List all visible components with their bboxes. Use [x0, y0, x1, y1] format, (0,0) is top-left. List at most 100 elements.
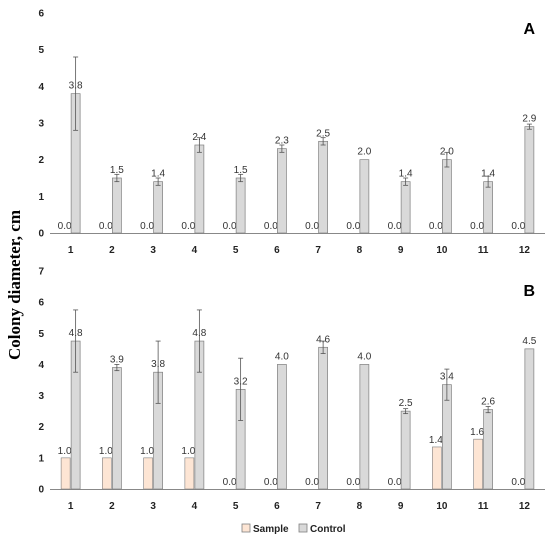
control-data-label: 1.5: [110, 165, 124, 176]
x-tick-label: 7: [315, 501, 321, 512]
y-tick-label: 0: [38, 485, 44, 496]
y-tick-label: 3: [38, 391, 44, 402]
control-bar: [400, 181, 411, 234]
control-data-label: 2.9: [522, 114, 536, 125]
control-bar: [483, 181, 493, 234]
sample-data-label: 1.6: [470, 427, 484, 438]
y-tick-label: 7: [38, 267, 44, 278]
control-data-label: 2.6: [481, 397, 495, 408]
control-bar: [277, 364, 287, 490]
y-tick-label: 2: [38, 155, 44, 166]
control-data-label: 1.4: [151, 169, 165, 180]
y-tick-label: 1: [38, 192, 44, 203]
sample-data-label: 0.0: [223, 221, 237, 232]
sample-data-label: 0.0: [305, 221, 319, 232]
control-data-label: 3.4: [440, 372, 454, 383]
control-data-label: 1.5: [234, 165, 248, 176]
x-tick-label: 11: [478, 501, 489, 512]
control-data-label: 2.3: [275, 136, 289, 147]
chart-panel-a: 0123456A10.03.820.01.530.01.440.02.450.0…: [38, 9, 545, 256]
x-tick-label: 10: [436, 501, 448, 512]
control-data-label: 4.5: [522, 336, 536, 347]
sample-data-label: 0.0: [58, 221, 72, 232]
control-data-label: 4.8: [192, 328, 206, 339]
x-tick-label: 2: [109, 245, 115, 256]
y-tick-label: 5: [38, 45, 44, 56]
control-data-label: 2.0: [357, 147, 371, 158]
sample-bar: [432, 446, 442, 490]
control-data-label: 2.0: [440, 147, 454, 158]
x-tick-label: 9: [398, 245, 404, 256]
control-bar: [112, 177, 122, 234]
control-bar: [318, 346, 328, 490]
sample-data-label: 0.0: [99, 221, 113, 232]
x-tick-label: 6: [274, 501, 280, 512]
x-tick-label: 4: [192, 245, 198, 256]
control-data-label: 4.0: [275, 351, 289, 362]
x-tick-label: 3: [150, 245, 156, 256]
sample-data-label: 0.0: [346, 477, 360, 488]
sample-bar: [60, 457, 71, 490]
legend-sample-swatch: [241, 523, 251, 533]
sample-data-label: 0.0: [429, 221, 443, 232]
x-tick-label: 1: [68, 501, 74, 512]
control-bar: [359, 364, 370, 490]
panel-label: A: [523, 21, 535, 38]
control-data-label: 3.2: [234, 376, 248, 387]
control-data-label: 2.5: [316, 128, 330, 139]
control-bar: [153, 181, 163, 234]
y-tick-label: 3: [38, 119, 44, 130]
control-data-label: 4.8: [69, 328, 83, 339]
y-tick-label: 2: [38, 422, 44, 433]
sample-data-label: 0.0: [181, 221, 195, 232]
sample-data-label: 0.0: [264, 477, 278, 488]
control-data-label: 4.6: [316, 334, 330, 345]
control-bar: [400, 410, 411, 490]
control-data-label: 1.4: [399, 169, 413, 180]
x-tick-label: 11: [478, 245, 489, 256]
x-tick-label: 2: [109, 501, 115, 512]
x-tick-label: 3: [150, 501, 156, 512]
control-data-label: 3.8: [151, 359, 165, 370]
sample-data-label: 0.0: [223, 477, 237, 488]
sample-data-label: 0.0: [264, 221, 278, 232]
control-bar: [524, 348, 535, 490]
y-tick-label: 1: [38, 453, 44, 464]
panel-label: B: [523, 283, 535, 300]
control-bar: [483, 409, 493, 490]
legend-sample-label: Sample: [253, 524, 289, 535]
x-tick-label: 10: [436, 245, 448, 256]
sample-data-label: 0.0: [470, 221, 484, 232]
x-tick-label: 8: [357, 245, 363, 256]
sample-bar: [143, 457, 153, 490]
sample-data-label: 0.0: [511, 221, 525, 232]
chart-panel-b: 01234567B11.04.821.03.931.03.841.04.850.…: [38, 267, 545, 512]
x-tick-label: 1: [68, 245, 74, 256]
x-tick-label: 5: [233, 245, 239, 256]
y-tick-label: 4: [38, 82, 44, 93]
legend-control-swatch: [298, 523, 308, 533]
sample-data-label: 1.0: [140, 446, 154, 457]
legend: Sample Control: [241, 523, 346, 535]
sample-data-label: 0.0: [140, 221, 154, 232]
y-tick-label: 6: [38, 9, 44, 20]
control-data-label: 2.5: [399, 398, 413, 409]
control-bar: [318, 140, 328, 234]
y-tick-label: 5: [38, 329, 44, 340]
sample-data-label: 1.0: [99, 446, 113, 457]
control-bar: [112, 367, 122, 490]
sample-bar: [102, 457, 112, 490]
y-tick-label: 6: [38, 298, 44, 309]
x-tick-label: 6: [274, 245, 280, 256]
control-bar: [194, 144, 205, 234]
y-tick-label: 4: [38, 360, 44, 371]
control-data-label: 1.4: [481, 169, 495, 180]
control-data-label: 4.0: [357, 351, 371, 362]
control-data-label: 3.8: [69, 81, 83, 92]
control-data-label: 2.4: [192, 132, 206, 143]
x-tick-label: 4: [192, 501, 198, 512]
control-bar: [442, 159, 452, 234]
sample-data-label: 0.0: [305, 477, 319, 488]
x-tick-label: 5: [233, 501, 239, 512]
